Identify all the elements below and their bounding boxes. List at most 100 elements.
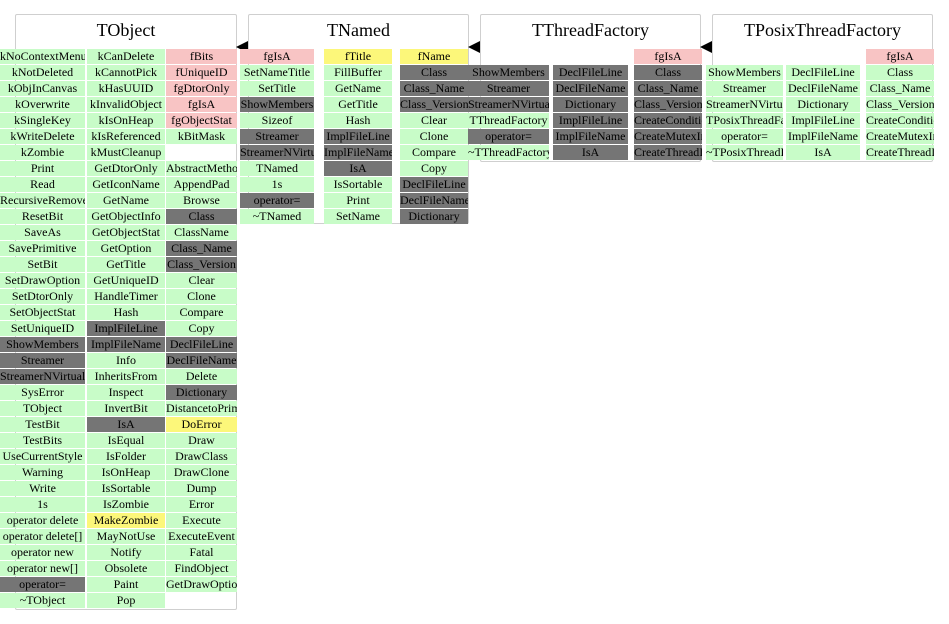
member-cell: ~TNamed [240,209,314,224]
member-cell: ShowMembers [706,65,783,80]
member-cell: IsA [553,145,628,160]
member-cell: Streamer [240,129,314,144]
member-column: ShowMembers Streamer StreamerNVirtual TThre… [468,49,549,161]
member-cell: GetOption [87,241,165,256]
member-column: fgIsA Class Class_Name Class_Version CreateC… [866,49,934,161]
member-cell: kSingleKey [0,113,85,128]
member-cell: TObject [0,401,85,416]
member-cell: ImplFileName [786,129,860,144]
member-cell: CreateMutexImp [866,129,934,144]
member-cell: ImplFileLine [786,113,860,128]
member-cell: SetTitle [240,81,314,96]
member-cell: GetIconName [87,177,165,192]
member-cell: kObjInCanvas [0,81,85,96]
member-cell: ClassName [166,225,237,240]
member-cell: Clear [166,273,237,288]
member-cell: Dictionary [166,385,237,400]
blank-cell [553,49,628,64]
member-cell: Inspect [87,385,165,400]
member-cell: Copy [400,161,468,176]
member-cell: TPosixThreadFactory [706,113,783,128]
member-cell: MayNotUse [87,529,165,544]
member-column: fgIsA SetNameTitle SetTitle ShowMembers Size… [240,49,314,225]
member-cell: DeclFileLine [786,65,860,80]
member-cell: fgObjectStat [166,113,237,128]
member-cell: Compare [166,305,237,320]
member-cell: SetObjectStat [0,305,85,320]
member-cell: Class [166,209,237,224]
member-cell: Clone [400,129,468,144]
member-cell: Browse [166,193,237,208]
member-cell: ImplFileLine [87,321,165,336]
member-cell: IsZombie [87,497,165,512]
member-cell: 1s [240,177,314,192]
member-cell: Class_Version [166,257,237,272]
member-cell: fBits [166,49,237,64]
member-cell: SaveAs [0,225,85,240]
member-cell: Streamer [0,353,85,368]
class-title-tthreadfactory: TThreadFactory [532,20,649,40]
member-cell: DeclFileName [553,81,628,96]
member-cell: 1s [0,497,85,512]
member-cell: kCanDelete [87,49,165,64]
member-cell: DrawClone [166,465,237,480]
member-cell: Read [0,177,85,192]
member-cell: Class [866,65,934,80]
member-cell: ~TPosixThreadFactory [706,145,783,160]
member-column: fBits fUniqueID fgDtorOnly fgIsA fgObjectSta… [166,49,237,593]
member-cell: fgIsA [866,49,934,64]
member-cell: ImplFileName [87,337,165,352]
member-column: DeclFileLine DeclFileName Dictionary ImplFi… [786,49,860,161]
member-cell: Class [400,65,468,80]
member-cell: kCannotPick [87,65,165,80]
member-cell: kOverwrite [0,97,85,112]
member-cell: IsA [87,417,165,432]
member-cell: CreateMutexImp [634,129,702,144]
member-cell: operator new [0,545,85,560]
member-cell: Class_Version [866,97,934,112]
member-cell: operator= [468,129,549,144]
member-cell: kHasUUID [87,81,165,96]
member-cell: Dump [166,481,237,496]
member-cell: ShowMembers [240,97,314,112]
member-cell: StreamerNVirtual [0,369,85,384]
member-cell: fgIsA [166,97,237,112]
member-cell: Hash [324,113,392,128]
member-cell: UseCurrentStyle [0,449,85,464]
member-cell: GetTitle [87,257,165,272]
blank-cell [786,49,860,64]
member-cell: Print [324,193,392,208]
member-cell: MakeZombie [87,513,165,528]
member-cell: SetDrawOption [0,273,85,288]
blank-cell [166,145,237,160]
member-cell: operator delete [0,513,85,528]
member-cell: fgIsA [240,49,314,64]
member-cell: GetDtorOnly [87,161,165,176]
member-cell: kZombie [0,145,85,160]
member-cell: kIsOnHeap [87,113,165,128]
member-cell: FillBuffer [324,65,392,80]
member-cell: Execute [166,513,237,528]
member-cell: ImplFileLine [324,129,392,144]
member-cell: CreateCondition [634,113,702,128]
member-cell: DeclFileLine [166,337,237,352]
member-cell: IsFolder [87,449,165,464]
member-cell: IsEqual [87,433,165,448]
member-cell: Streamer [706,81,783,96]
member-cell: TNamed [240,161,314,176]
member-column: fName Class Class_Name Class_Version Clear Cl… [400,49,468,225]
member-cell: RecursiveRemove [0,193,85,208]
member-cell: fgDtorOnly [166,81,237,96]
member-cell: Class_Name [166,241,237,256]
member-cell: kNoContextMenu [0,49,85,64]
member-cell: IsSortable [87,481,165,496]
member-cell: Paint [87,577,165,592]
member-cell: kInvalidObject [87,97,165,112]
member-cell: operator new[] [0,561,85,576]
member-cell: Class [634,65,702,80]
member-cell: Dictionary [400,209,468,224]
inheritance-arrow-tposixthreadfactory-to-tthreadfactory [700,41,712,53]
member-cell: AbstractMethod [166,161,237,176]
member-cell: StreamerNVirtual [240,145,314,160]
member-cell: Class_Version [400,97,468,112]
